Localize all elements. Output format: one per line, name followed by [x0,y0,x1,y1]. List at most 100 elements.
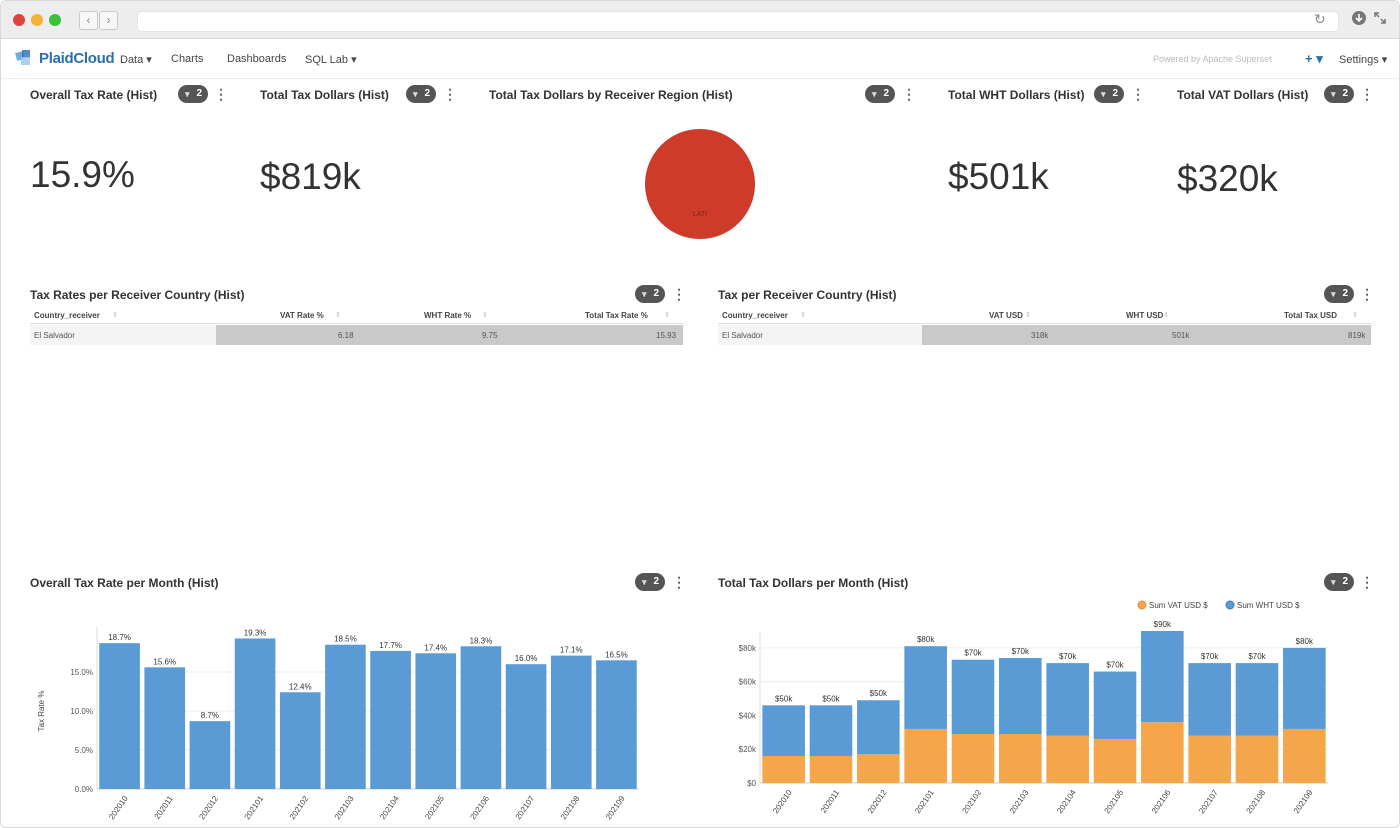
bar-segment[interactable] [999,734,1042,783]
bar-segment[interactable] [1283,728,1326,783]
bar-segment[interactable] [1141,631,1184,723]
bar-value-label: 8.7% [201,711,219,720]
bar[interactable] [234,638,276,789]
bar[interactable] [144,667,186,789]
bar-segment[interactable] [1235,735,1279,783]
bar-segment[interactable] [809,755,853,783]
dollar-chart-menu-icon[interactable]: ⋮ [1360,574,1374,590]
reload-icon[interactable]: ↻ [1314,11,1326,27]
x-tick-label: 202102 [961,788,984,815]
by-region-menu-icon[interactable]: ⋮ [902,86,916,102]
total-tax-dollars-filter-badge[interactable]: 2 [406,85,436,103]
bar-segment[interactable] [857,754,900,783]
bar[interactable] [596,660,637,789]
by-region-title: Total Tax Dollars by Receiver Region (Hi… [489,88,733,102]
legend-item[interactable]: Sum WHT USD $ [1225,600,1300,610]
bar-segment[interactable] [1093,671,1137,740]
sort-icon[interactable]: ⇕ [335,312,341,319]
usd-table-menu-icon[interactable]: ⋮ [1360,286,1374,302]
sort-icon[interactable]: ⇕ [664,312,670,319]
overall-tax-rate-menu-icon[interactable]: ⋮ [214,86,228,102]
bar[interactable] [460,646,502,789]
fullscreen-icon[interactable] [1373,11,1387,28]
overall-tax-rate-filter-badge[interactable]: 2 [178,85,208,103]
cell-total-usd: 819k [1348,331,1366,340]
address-bar[interactable] [137,11,1339,32]
bar[interactable] [370,650,411,789]
bar-segment[interactable] [1283,647,1326,729]
menu-dashboards[interactable]: Dashboards [227,53,287,65]
total-vat-filter-badge[interactable]: 2 [1324,85,1354,103]
bar-total-label: $70k [1248,652,1266,661]
total-wht-filter-badge[interactable]: 2 [1094,85,1124,103]
sort-icon[interactable]: ⇕ [1163,312,1169,319]
rate-col-country[interactable]: Country_receiver [34,311,100,320]
rate-table-filter-badge[interactable]: 2 [635,285,665,303]
bar-segment[interactable] [1235,663,1279,736]
bar-segment[interactable] [904,646,947,729]
rate-col-wht[interactable]: WHT Rate % [424,311,472,320]
minimize-window-icon[interactable] [31,14,43,26]
bar[interactable] [99,643,140,789]
bar-segment[interactable] [904,728,947,783]
plaidcloud-logo-icon [15,50,30,65]
rate-col-vat[interactable]: VAT Rate % [280,311,324,320]
total-tax-dollars-menu-icon[interactable]: ⋮ [443,86,457,102]
bar-segment[interactable] [951,734,995,783]
total-tax-dollars-title: Total Tax Dollars (Hist) [260,88,389,102]
download-icon[interactable] [1351,10,1367,29]
bar-segment[interactable] [1046,663,1089,736]
bar[interactable] [505,664,547,789]
total-wht-menu-icon[interactable]: ⋮ [1131,86,1145,102]
bar[interactable] [189,721,231,789]
rate-chart-menu-icon[interactable]: ⋮ [672,574,686,590]
bar-total-label: $70k [1201,652,1219,661]
pie-slice-lati[interactable] [645,129,755,239]
bar[interactable] [325,644,366,789]
bar-segment[interactable] [1188,663,1231,736]
bar-segment[interactable] [857,700,900,755]
usd-table-filter-badge[interactable]: 2 [1324,285,1354,303]
maximize-window-icon[interactable] [49,14,61,26]
new-item-button[interactable]: + ▾ [1305,51,1323,66]
table-row: El Salvador 318k 501k 819k [718,325,1371,345]
forward-icon[interactable]: › [99,11,118,30]
menu-sql-lab[interactable]: SQL Lab ▾ [305,54,357,66]
back-icon[interactable]: ‹ [79,11,98,30]
bar-segment[interactable] [951,659,995,735]
bar[interactable] [279,692,321,789]
bar-segment[interactable] [1188,735,1231,783]
sort-icon[interactable]: ⇕ [482,312,488,319]
dollar-chart-filter-badge[interactable]: 2 [1324,573,1354,591]
brand-logo[interactable]: PlaidCloud [15,48,115,68]
rate-table-menu-icon[interactable]: ⋮ [672,286,686,302]
bar-segment[interactable] [999,658,1042,735]
close-window-icon[interactable] [13,14,25,26]
menu-data[interactable]: Data ▾ [120,54,152,66]
bar[interactable] [550,655,592,789]
usd-col-wht[interactable]: WHT USD [1126,311,1164,320]
bar-segment[interactable] [1141,722,1184,783]
by-region-filter-badge[interactable]: 2 [865,85,895,103]
menu-charts[interactable]: Charts [171,53,204,65]
bar[interactable] [415,653,457,789]
bar-segment[interactable] [809,705,853,756]
sort-icon[interactable]: ⇕ [1025,312,1031,319]
usd-col-vat[interactable]: VAT USD [989,311,1023,320]
sort-icon[interactable]: ⇕ [1352,312,1358,319]
pie-slice-label: LATI [693,211,707,218]
tax-rate-bar-chart: 0.0% 5.0% 10.0% 15.0% Tax Rate % 18.7% 202010 1… [37,627,639,821]
usd-col-total[interactable]: Total Tax USD [1284,311,1338,320]
sort-icon[interactable]: ⇕ [112,312,118,319]
bar-segment[interactable] [1046,735,1089,783]
rate-col-total[interactable]: Total Tax Rate % [585,311,648,320]
sort-icon[interactable]: ⇕ [800,312,806,319]
settings-menu[interactable]: Settings ▾ [1339,54,1388,66]
bar-segment[interactable] [762,755,805,783]
usd-col-country[interactable]: Country_receiver [722,311,788,320]
legend-item[interactable]: Sum VAT USD $ [1137,600,1208,610]
rate-chart-filter-badge[interactable]: 2 [635,573,665,591]
bar-segment[interactable] [762,705,805,756]
total-vat-menu-icon[interactable]: ⋮ [1360,86,1374,102]
bar-segment[interactable] [1093,739,1137,783]
